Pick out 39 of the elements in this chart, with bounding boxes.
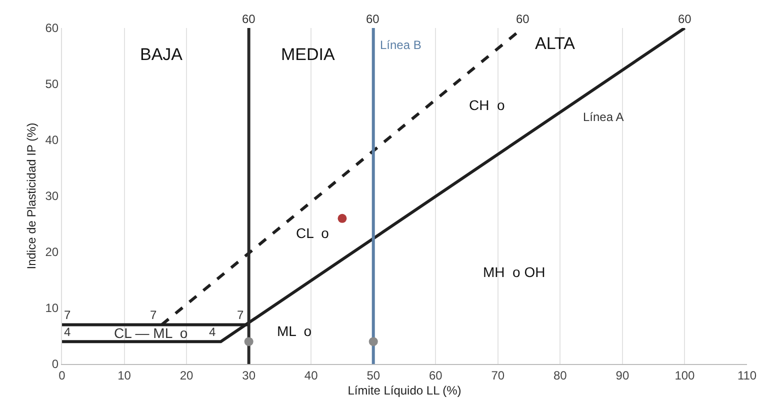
y-tick-label: 60 <box>45 21 59 36</box>
annotation: 7 <box>237 308 244 322</box>
x-tick-label: 20 <box>180 368 194 382</box>
x-tick-label: 60 <box>428 368 443 382</box>
x-tick-label: 110 <box>737 368 757 382</box>
annotation: 4 <box>64 325 71 339</box>
annotation: 60 <box>366 12 380 26</box>
annotation: BAJA <box>140 45 184 64</box>
x-tick-label: 10 <box>118 368 132 382</box>
annotation: 60 <box>678 12 692 26</box>
x-tick-label: 40 <box>304 368 318 382</box>
y-tick-label: 20 <box>45 245 59 260</box>
y-tick-label: 10 <box>45 301 59 316</box>
annotation: CL — ML o <box>114 325 188 341</box>
x-tick-label: 100 <box>674 368 696 382</box>
annotation: MH o OH <box>483 264 546 280</box>
y-tick-label: 40 <box>45 133 59 148</box>
annotation: 60 <box>516 12 530 26</box>
annotation: 7 <box>150 308 157 322</box>
annotation: ALTA <box>535 34 576 53</box>
annotation: 60 <box>242 12 256 26</box>
x-tick-label: 50 <box>366 368 380 382</box>
annotation: MEDIA <box>281 45 336 64</box>
x-tick-label: 80 <box>554 368 568 382</box>
y-axis-title: Indice de Plasticidad IP (%) <box>24 122 39 270</box>
x-tick-label: 30 <box>242 368 256 382</box>
annotation: Línea B <box>380 38 422 52</box>
x-axis-title: Límite Líquido LL (%) <box>348 383 462 398</box>
y-tick-label: 50 <box>45 77 59 92</box>
annotation: Línea A <box>583 110 624 124</box>
annotation: CH o <box>469 97 505 113</box>
y-tick-label: 30 <box>45 189 59 204</box>
annotation: CL o <box>296 225 330 241</box>
y-tick-label: 0 <box>52 357 59 372</box>
x-tick-label: 70 <box>491 368 505 382</box>
annotation: 4 <box>209 325 216 339</box>
annotation: 7 <box>64 308 71 322</box>
x-tick-label: 90 <box>616 368 630 382</box>
annotation: ML o <box>277 323 312 339</box>
